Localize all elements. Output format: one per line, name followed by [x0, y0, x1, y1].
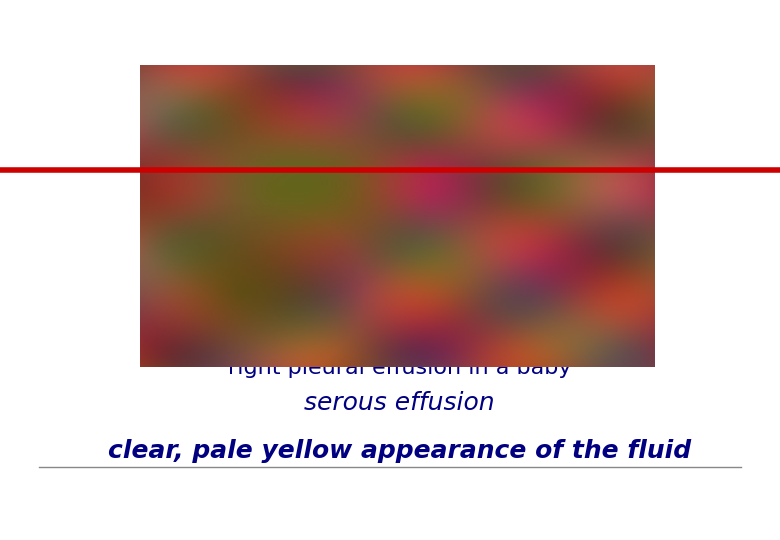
Text: serous effusion: serous effusion: [304, 391, 495, 415]
Text: Serous inflammation: Serous inflammation: [140, 85, 595, 124]
Text: right pleural effusion in a baby: right pleural effusion in a baby: [228, 358, 572, 378]
Text: clear, pale yellow appearance of the fluid: clear, pale yellow appearance of the flu…: [108, 439, 691, 463]
